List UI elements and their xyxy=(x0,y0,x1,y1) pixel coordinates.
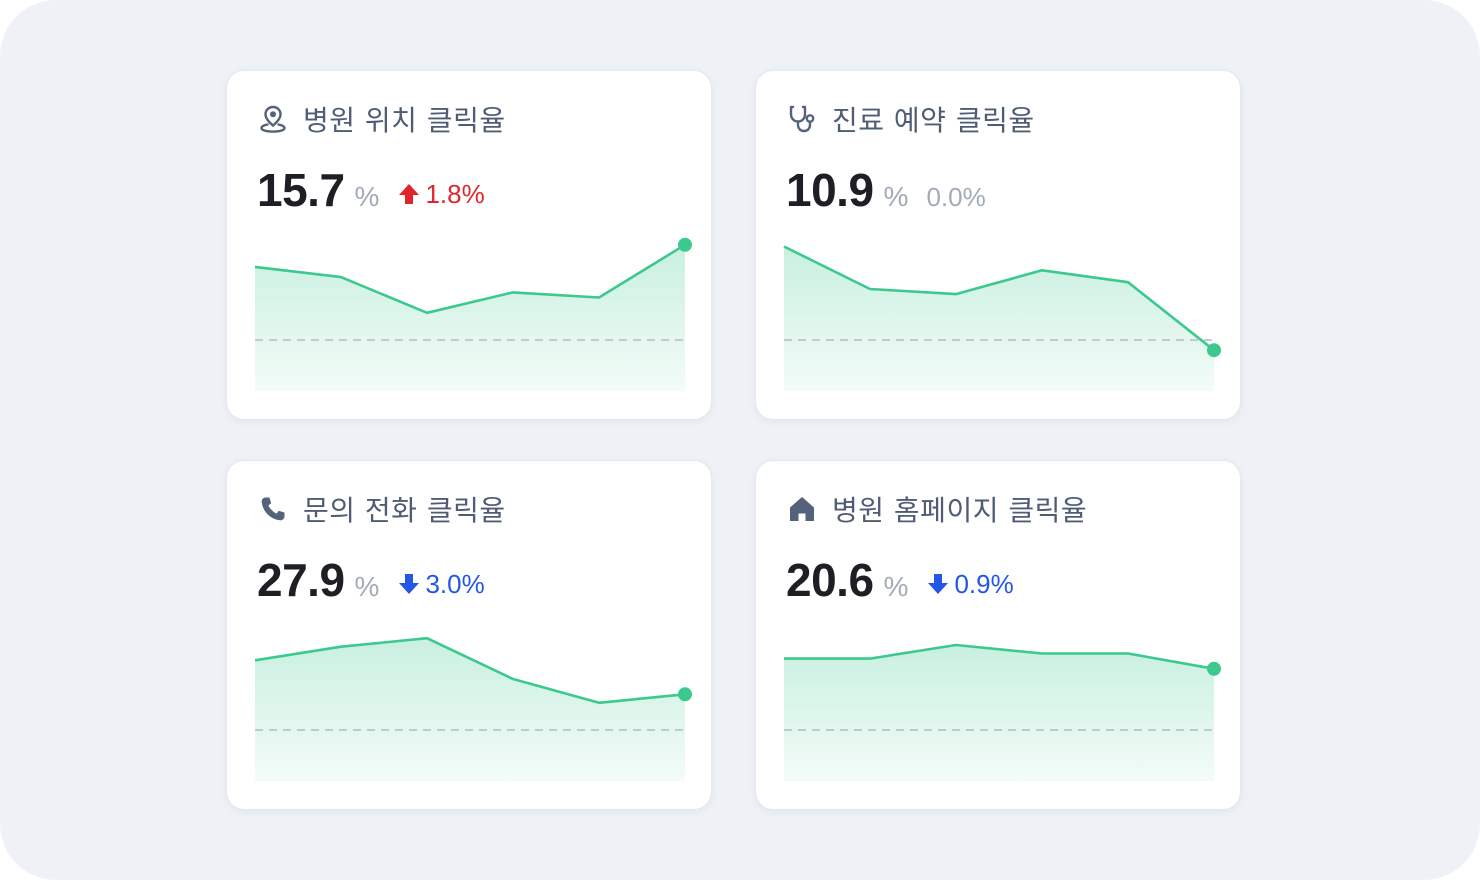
card-title: 문의 전화 클릭율 xyxy=(303,494,506,527)
metric-unit: % xyxy=(354,181,380,212)
metric-change-value: 1.8% xyxy=(425,178,485,209)
metric-card-location[interactable]: 병원 위치 클릭율 15.7 % 1.8% xyxy=(226,70,712,420)
sparkline-chart xyxy=(783,245,1221,391)
metric-change: 3.0% xyxy=(397,568,485,600)
metric-value: 15.7 xyxy=(257,164,345,216)
sparkline-line xyxy=(783,245,1215,352)
card-title: 진료 예약 클릭율 xyxy=(832,104,1035,137)
metric-unit: % xyxy=(883,571,909,602)
metric-change-value: 3.0% xyxy=(425,568,485,599)
card-header: 병원 홈페이지 클릭율 xyxy=(786,489,1087,529)
metric-change-value: 0.9% xyxy=(954,568,1014,599)
metric-change: 0.9% xyxy=(926,568,1014,600)
metric-row: 15.7 % 1.8% xyxy=(257,163,485,216)
card-title: 병원 위치 클릭율 xyxy=(303,104,506,137)
sparkline-line xyxy=(254,636,686,705)
metric-card-homepage[interactable]: 병원 홈페이지 클릭율 20.6 % 0.9% xyxy=(755,460,1241,810)
metric-change: 1.8% xyxy=(397,178,485,210)
home-icon xyxy=(790,497,814,521)
card-header: 병원 위치 클릭율 xyxy=(257,99,506,139)
metric-value: 27.9 xyxy=(257,554,345,606)
metric-change-value: 0.0% xyxy=(926,182,986,212)
metric-change: 0.0% xyxy=(926,182,985,213)
sparkline-endpoint xyxy=(1207,343,1221,358)
metric-card-phone[interactable]: 문의 전화 클릭율 27.9 % 3.0% xyxy=(226,460,712,810)
card-header: 문의 전화 클릭율 xyxy=(257,489,506,529)
sparkline-line xyxy=(784,643,1215,671)
metric-row: 27.9 % 3.0% xyxy=(257,553,485,606)
sparkline-endpoint xyxy=(678,687,692,702)
metric-unit: % xyxy=(883,181,909,212)
card-title: 병원 홈페이지 클릭율 xyxy=(832,494,1088,527)
metric-card-appointment[interactable]: 진료 예약 클릭율 10.9 % 0.0% xyxy=(755,70,1241,420)
arrow-down-icon xyxy=(399,574,420,594)
metric-row: 10.9 % 0.0% xyxy=(786,163,986,216)
sparkline-area xyxy=(784,246,1214,391)
metric-value: 10.9 xyxy=(786,164,874,216)
sparkline-endpoint xyxy=(1207,661,1221,676)
sparkline-chart xyxy=(784,643,1221,781)
sparkline-area xyxy=(784,645,1214,781)
card-header: 진료 예약 클릭율 xyxy=(786,99,1035,139)
sparkline-chart xyxy=(254,636,692,781)
sparkline-chart xyxy=(254,237,692,391)
arrow-down-icon xyxy=(928,574,949,594)
metric-unit: % xyxy=(354,571,380,602)
sparkline-endpoint xyxy=(678,237,692,252)
sparkline-line xyxy=(254,243,686,315)
phone-icon xyxy=(261,497,285,521)
sparkline-area xyxy=(255,244,685,391)
metric-row: 20.6 % 0.9% xyxy=(786,553,1014,606)
stethoscope-icon xyxy=(789,105,815,133)
location-pin-icon xyxy=(260,105,286,133)
metric-value: 20.6 xyxy=(786,554,874,606)
arrow-up-icon xyxy=(399,184,420,204)
sparkline-area xyxy=(255,638,685,781)
